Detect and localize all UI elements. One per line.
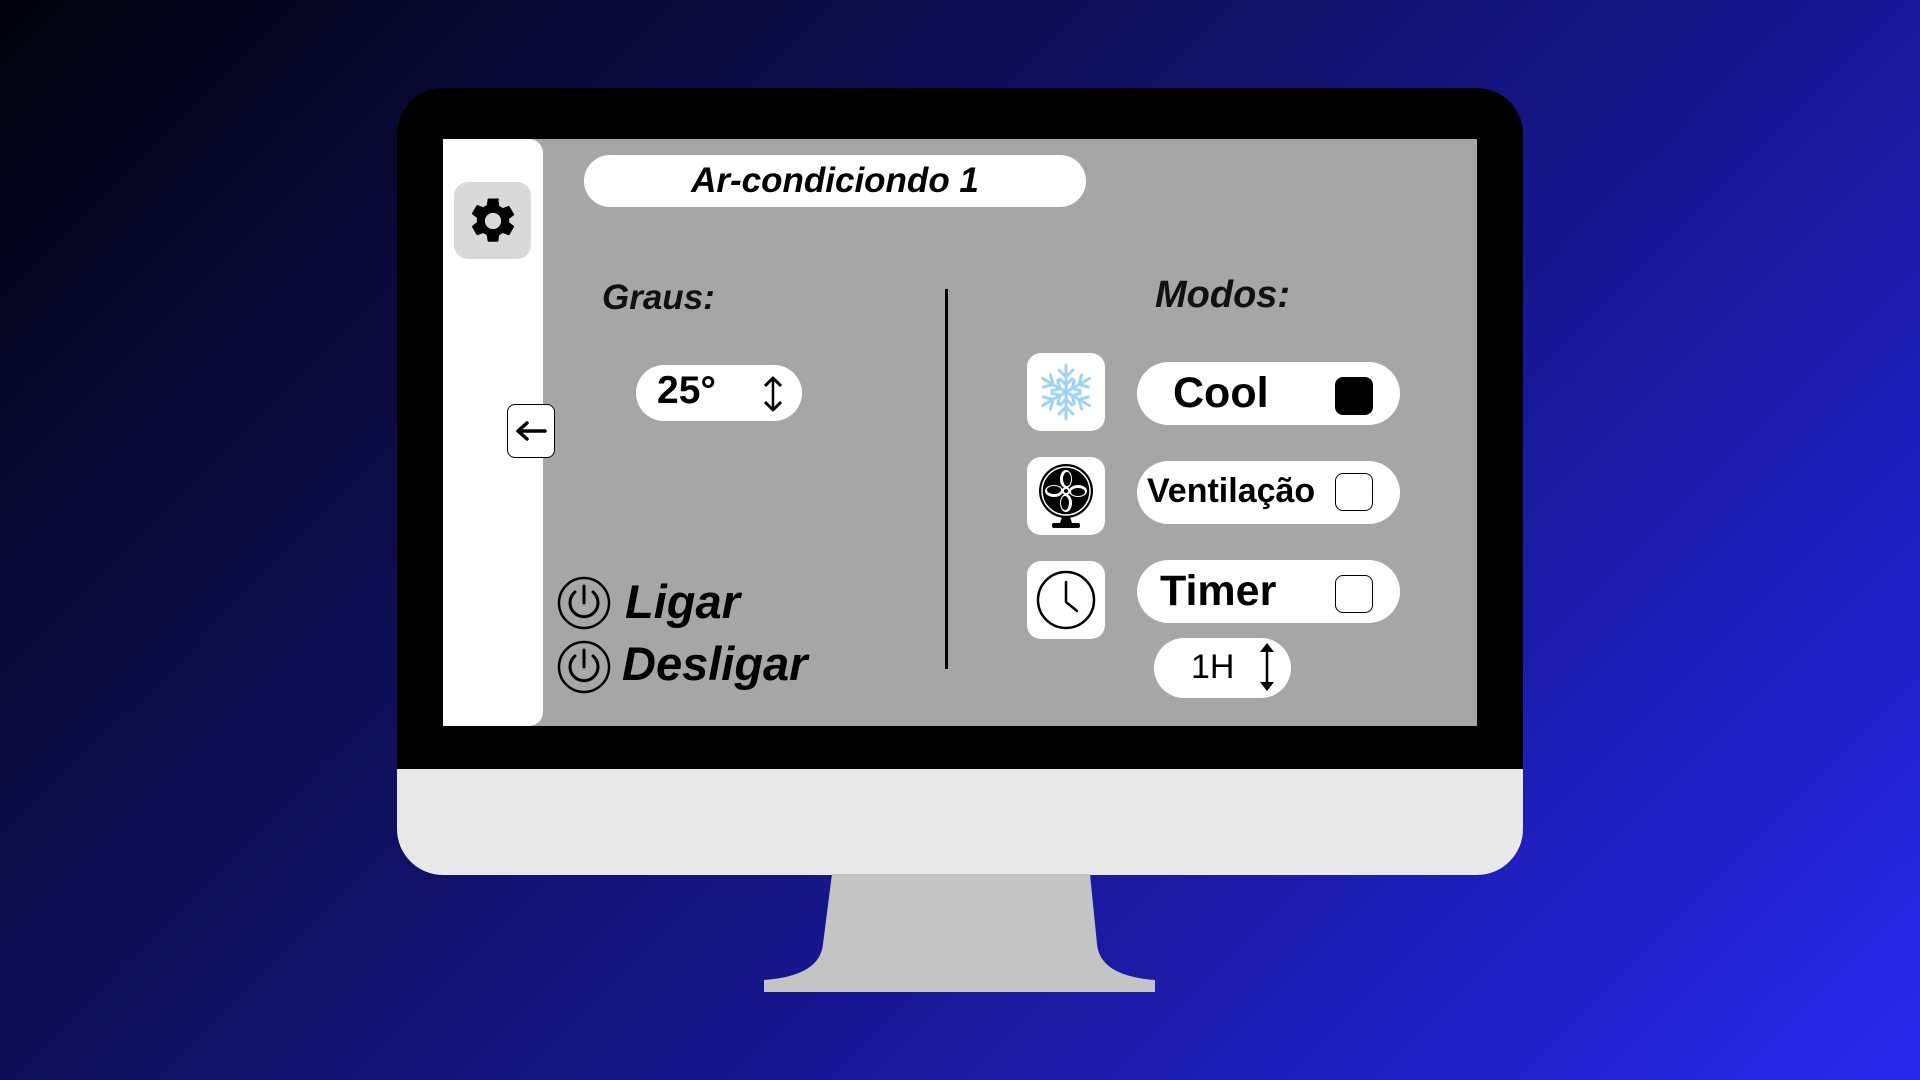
mode-cool-label: Cool bbox=[1173, 369, 1269, 417]
temperature-label: Graus: bbox=[602, 278, 715, 317]
mode-ventilation-label: Ventilação bbox=[1147, 472, 1316, 510]
power-on-button[interactable]: Ligar bbox=[625, 575, 740, 628]
power-on-icon[interactable] bbox=[557, 576, 611, 630]
timer-value: 1H bbox=[1191, 648, 1235, 686]
clock-icon bbox=[1036, 570, 1096, 630]
power-off-button[interactable]: Desligar bbox=[622, 637, 808, 690]
gear-icon bbox=[471, 197, 514, 242]
mode-timer-checkbox[interactable] bbox=[1335, 575, 1373, 613]
snowflake-icon bbox=[1037, 363, 1095, 421]
fan-mode-icon-box bbox=[1027, 457, 1105, 535]
mode-cool-checkbox[interactable] bbox=[1335, 377, 1373, 415]
power-off-icon[interactable] bbox=[557, 640, 611, 694]
cool-mode-icon-box bbox=[1027, 353, 1105, 431]
section-divider bbox=[945, 289, 948, 669]
up-down-arrows-icon[interactable] bbox=[762, 375, 784, 413]
fan-icon bbox=[1039, 464, 1093, 528]
mode-timer-label: Timer bbox=[1160, 567, 1277, 615]
device-title: Ar-condiciondo 1 bbox=[584, 155, 1086, 207]
monitor-chin bbox=[397, 769, 1523, 875]
timer-up-down-arrows-icon[interactable] bbox=[1257, 640, 1277, 694]
settings-button[interactable] bbox=[454, 182, 531, 259]
arrow-left-icon bbox=[516, 421, 547, 441]
back-button[interactable] bbox=[507, 404, 555, 458]
temperature-stepper[interactable] bbox=[636, 365, 802, 421]
screen bbox=[443, 139, 1477, 726]
temperature-value: 25° bbox=[657, 369, 716, 412]
timer-mode-icon-box bbox=[1027, 561, 1105, 639]
modes-label: Modos: bbox=[1155, 274, 1291, 316]
monitor-stand bbox=[764, 874, 1155, 992]
mode-ventilation-checkbox[interactable] bbox=[1335, 473, 1373, 511]
